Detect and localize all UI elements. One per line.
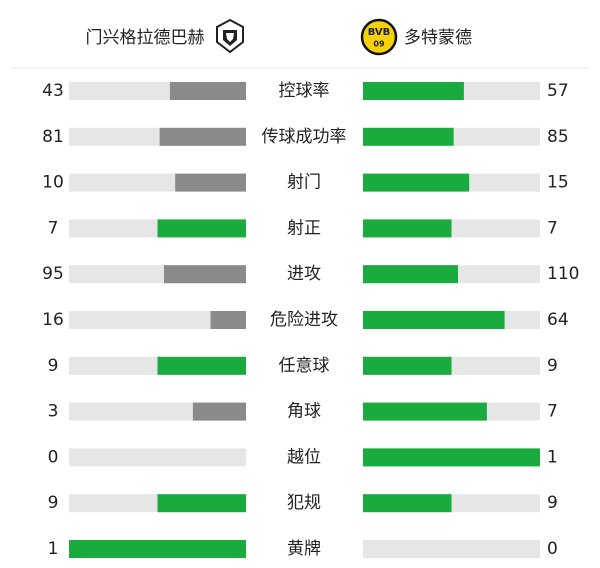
home-bar bbox=[169, 82, 246, 100]
home-track bbox=[69, 448, 246, 467]
stat-label: 犯规 bbox=[287, 493, 321, 513]
away-value: 64 bbox=[547, 310, 569, 330]
home-bar bbox=[175, 173, 246, 192]
away-bar bbox=[363, 311, 505, 329]
home-bar bbox=[157, 356, 246, 375]
home-value: 7 bbox=[48, 218, 59, 238]
home-bar bbox=[157, 219, 246, 238]
away-value: 1 bbox=[547, 447, 558, 467]
home-track bbox=[69, 311, 246, 329]
away-bar bbox=[363, 402, 487, 421]
away-bar bbox=[363, 494, 452, 513]
home-bar bbox=[163, 265, 246, 284]
stat-label: 传球成功率 bbox=[262, 127, 347, 147]
stat-label: 黄牌 bbox=[287, 539, 321, 559]
home-bar bbox=[159, 127, 246, 146]
away-bar bbox=[363, 448, 540, 467]
away-track bbox=[363, 540, 540, 558]
away-bar bbox=[363, 173, 470, 192]
away-logo: BVB 09 bbox=[360, 18, 398, 56]
home-value: 81 bbox=[42, 127, 64, 147]
home-value: 95 bbox=[42, 264, 64, 284]
home-bar bbox=[192, 402, 246, 421]
stat-label: 射门 bbox=[287, 173, 321, 193]
stat-label: 危险进攻 bbox=[270, 310, 338, 330]
stat-label: 角球 bbox=[287, 402, 321, 422]
away-value: 15 bbox=[547, 173, 569, 193]
away-bar bbox=[363, 219, 452, 238]
away-bar bbox=[363, 265, 458, 284]
home-value: 1 bbox=[48, 539, 59, 559]
away-value: 85 bbox=[547, 127, 569, 147]
away-logo-text: BVB bbox=[368, 27, 391, 38]
stat-label: 任意球 bbox=[279, 356, 330, 376]
home-bar bbox=[210, 311, 246, 329]
away-value: 9 bbox=[547, 493, 558, 513]
away-value: 9 bbox=[547, 356, 558, 376]
away-value: 110 bbox=[547, 264, 579, 284]
home-logo bbox=[216, 18, 244, 54]
home-value: 9 bbox=[48, 356, 59, 376]
away-value: 57 bbox=[547, 81, 569, 101]
home-bar bbox=[157, 494, 246, 513]
stat-label: 越位 bbox=[287, 447, 321, 467]
home-value: 9 bbox=[48, 493, 59, 513]
away-value: 7 bbox=[547, 218, 558, 238]
home-value: 0 bbox=[48, 447, 59, 467]
home-value: 43 bbox=[42, 81, 64, 101]
away-value: 7 bbox=[547, 402, 558, 422]
stat-label: 射正 bbox=[287, 218, 321, 238]
stat-label: 控球率 bbox=[279, 81, 330, 101]
away-logo-sub: 09 bbox=[373, 40, 385, 49]
away-bar bbox=[363, 356, 452, 375]
stat-label: 进攻 bbox=[287, 264, 321, 284]
away-team-name: 多特蒙德 bbox=[404, 28, 472, 48]
home-bar bbox=[69, 540, 246, 558]
home-team-name: 门兴格拉德巴赫 bbox=[86, 28, 205, 48]
away-bar bbox=[363, 82, 464, 100]
away-value: 0 bbox=[547, 539, 558, 559]
home-value: 16 bbox=[42, 310, 64, 330]
home-value: 3 bbox=[48, 402, 59, 422]
home-value: 10 bbox=[42, 173, 64, 193]
away-bar bbox=[363, 127, 454, 146]
